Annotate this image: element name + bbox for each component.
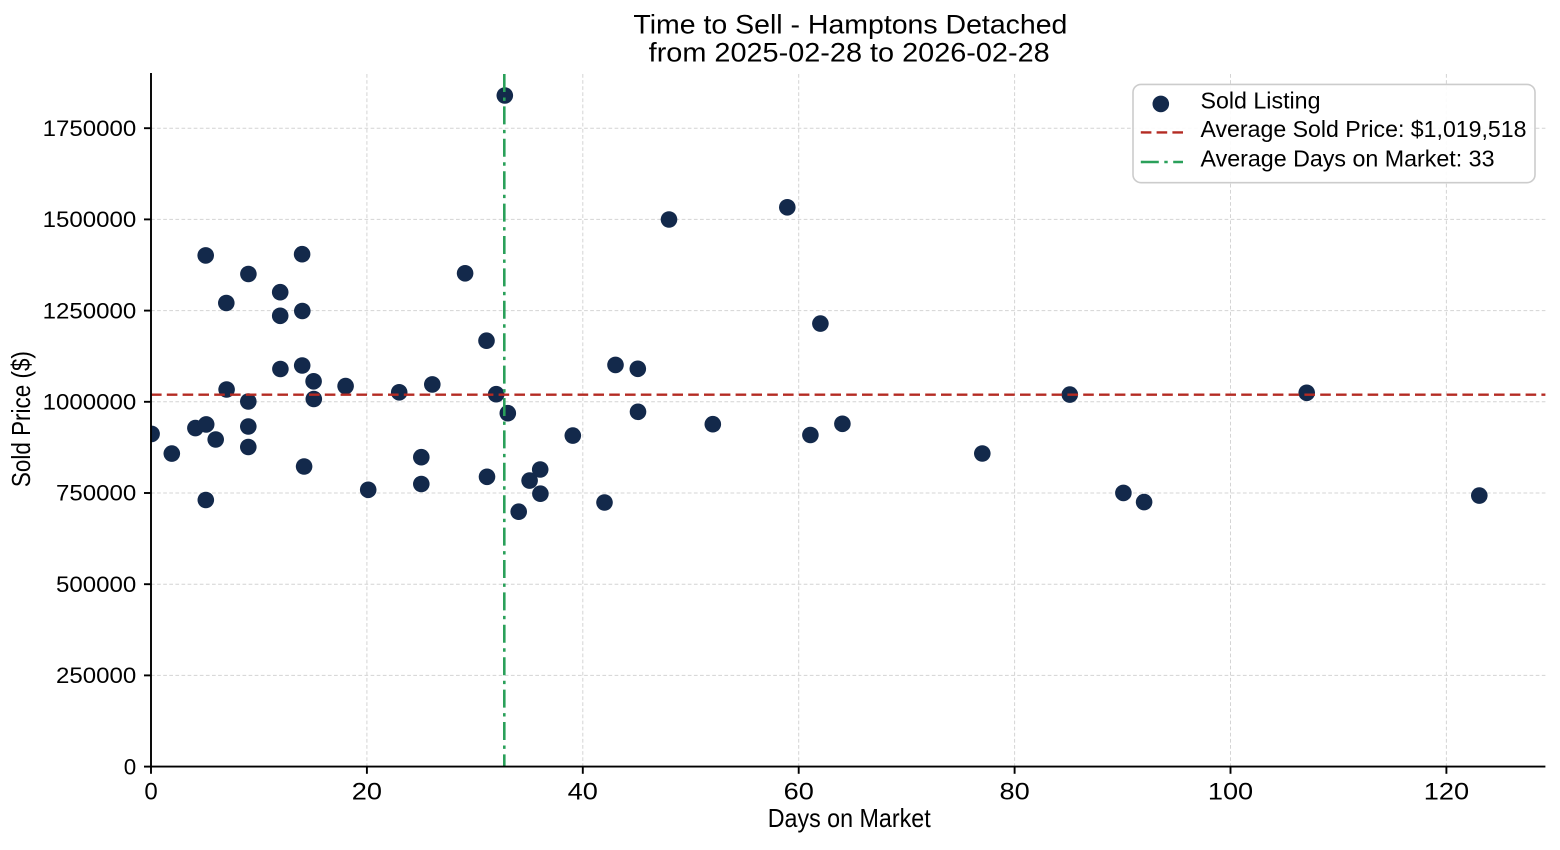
svg-text:40: 40 [568,778,598,805]
svg-text:Sold Price ($): Sold Price ($) [6,351,36,487]
svg-text:100: 100 [1208,778,1253,805]
svg-text:0: 0 [124,754,136,779]
svg-text:Average Days on Market: 33: Average Days on Market: 33 [1201,146,1495,172]
svg-text:60: 60 [784,778,814,805]
svg-text:from 2025-02-28 to 2026-02-28: from 2025-02-28 to 2026-02-28 [649,38,1050,68]
svg-text:120: 120 [1424,778,1469,805]
svg-text:1750000: 1750000 [43,116,137,141]
svg-text:750000: 750000 [56,481,136,506]
svg-text:20: 20 [352,778,382,805]
svg-text:500000: 500000 [56,572,136,597]
svg-text:Sold Listing: Sold Listing [1201,87,1321,113]
svg-text:1000000: 1000000 [43,390,137,415]
svg-text:Time to Sell - Hamptons Detach: Time to Sell - Hamptons Detached [633,9,1067,39]
svg-text:Average Sold Price: $1,019,518: Average Sold Price: $1,019,518 [1201,116,1527,142]
svg-text:0: 0 [144,778,157,805]
svg-text:250000: 250000 [56,663,136,688]
svg-text:Days on Market: Days on Market [768,803,932,833]
svg-text:80: 80 [1000,778,1030,805]
svg-text:1500000: 1500000 [43,207,137,232]
svg-text:1250000: 1250000 [43,298,137,323]
